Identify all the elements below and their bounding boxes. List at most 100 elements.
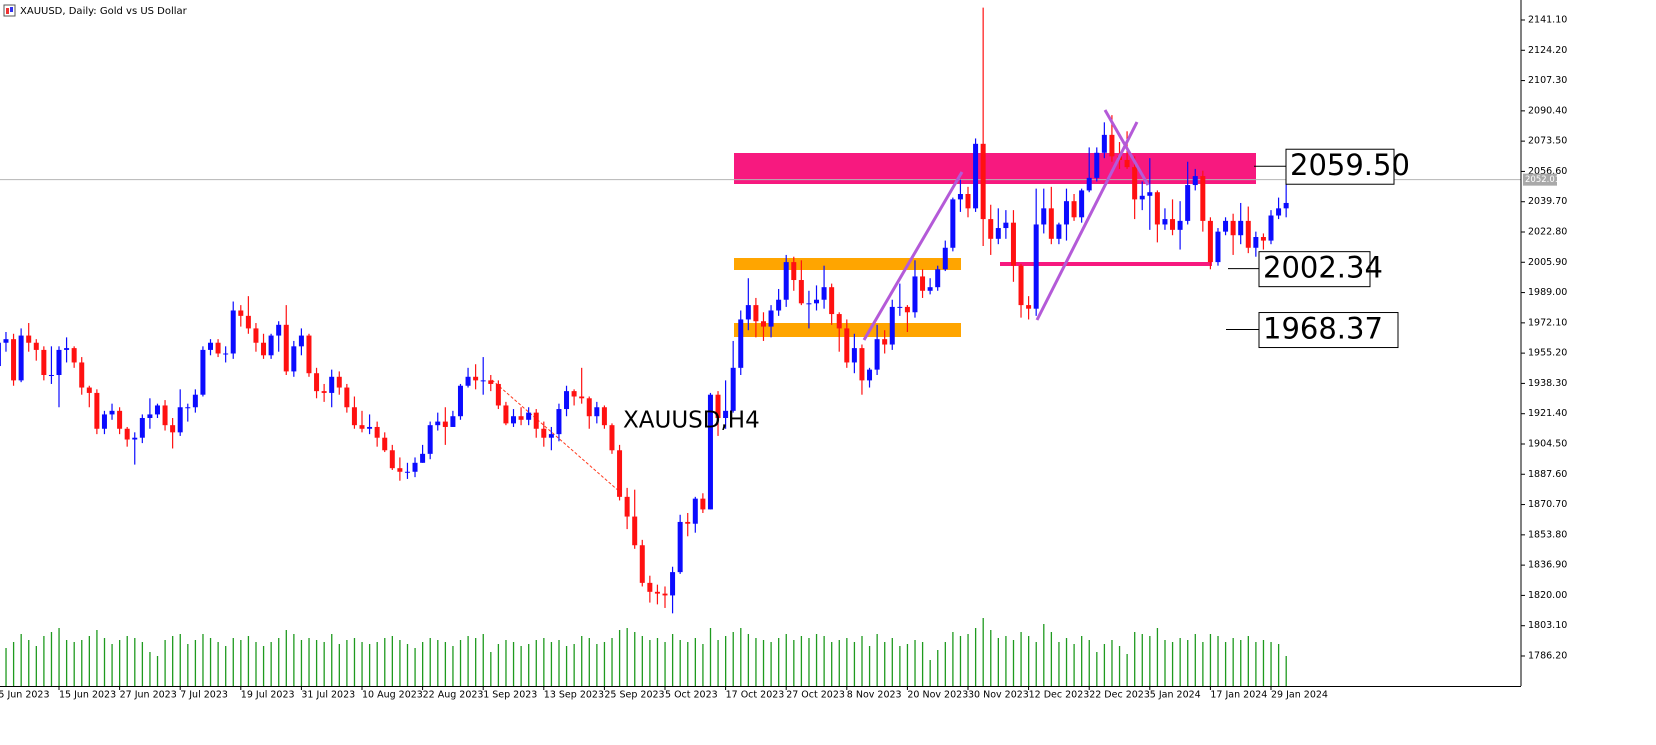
- volume-bar: [1035, 642, 1037, 686]
- volume-bar: [687, 642, 689, 686]
- x-tick-label: 17 Jan 2024: [1210, 690, 1267, 701]
- candle-body: [11, 339, 17, 381]
- volume-bar: [278, 638, 280, 686]
- candle-body: [707, 394, 713, 510]
- candle-body: [132, 437, 138, 440]
- plot-area: [0, 7, 1521, 686]
- candle-body: [367, 426, 373, 429]
- candle-body: [851, 348, 857, 363]
- candle-body: [1268, 215, 1274, 241]
- trend-line: [1103, 109, 1150, 186]
- level-label: 1968.37: [1263, 312, 1383, 346]
- candle-body: [374, 426, 380, 438]
- volume-bar: [391, 636, 393, 686]
- candle-body: [988, 219, 994, 239]
- volume-bar: [876, 634, 878, 686]
- x-tick-label: 17 Oct 2023: [726, 690, 785, 701]
- x-tick-label: 1 Sep 2023: [483, 690, 537, 701]
- volume-bar: [50, 632, 53, 686]
- candle-body: [94, 392, 100, 429]
- candle-body: [776, 299, 782, 311]
- candle-body: [344, 387, 350, 408]
- volume-bar: [1058, 642, 1060, 686]
- candle-body: [473, 376, 479, 381]
- volume-bar: [747, 634, 750, 686]
- y-tick-label: 1887.60: [1528, 469, 1567, 480]
- candle-body: [480, 380, 486, 382]
- volume-bar: [467, 636, 469, 686]
- candle-body: [723, 410, 729, 419]
- candle-body: [995, 228, 1001, 239]
- chart-icon: [6, 8, 9, 14]
- candle-body: [48, 374, 54, 376]
- candle-body: [359, 425, 365, 429]
- volume-bar: [1240, 640, 1242, 686]
- candle-body: [904, 306, 910, 313]
- volume-bar: [43, 636, 45, 686]
- candle-body: [518, 416, 524, 420]
- volume-bar: [1073, 644, 1075, 686]
- volume-bar: [497, 644, 500, 686]
- support-zone: [734, 258, 961, 270]
- volume-bar: [762, 640, 765, 686]
- volume-bar: [490, 652, 492, 686]
- volume-bar: [982, 618, 984, 686]
- x-tick-label: 22 Dec 2023: [1089, 690, 1150, 701]
- trend-line: [862, 171, 964, 341]
- level-label: 2002.34: [1263, 251, 1383, 285]
- y-tick-label: 1820.00: [1528, 590, 1567, 601]
- volume-bar: [353, 638, 356, 686]
- candle-body: [1162, 219, 1168, 225]
- volume-bar: [232, 638, 234, 686]
- volume-bar: [361, 642, 363, 686]
- volume-bar: [899, 646, 901, 686]
- volume-bar: [815, 634, 818, 686]
- candle-body: [457, 385, 463, 417]
- y-tick-label: 1904.50: [1528, 438, 1567, 449]
- volume-bar: [1270, 642, 1272, 686]
- candle-body: [185, 407, 191, 409]
- candle-body: [579, 396, 585, 399]
- y-tick-label: 1786.20: [1528, 650, 1567, 661]
- y-tick-label: 2141.10: [1528, 14, 1567, 25]
- volume-bar: [452, 646, 454, 686]
- volume-bar: [679, 640, 681, 686]
- candle-body: [147, 414, 153, 419]
- candle-body: [670, 572, 676, 596]
- candle-body: [1086, 177, 1092, 191]
- candle-body: [1276, 208, 1282, 216]
- candle-body: [1185, 185, 1191, 221]
- candle-body: [874, 339, 880, 370]
- candle-body: [783, 262, 789, 300]
- candle-body: [1207, 220, 1213, 263]
- volume-bar: [240, 640, 242, 686]
- volume-bar: [755, 638, 757, 686]
- volume-bar: [308, 638, 310, 686]
- volume-bar: [1262, 640, 1265, 686]
- volume-bar: [285, 630, 287, 686]
- volume-bar: [1134, 632, 1136, 686]
- volume-bar: [990, 630, 992, 686]
- candle-body: [1238, 220, 1244, 236]
- candle-body: [382, 437, 388, 451]
- y-tick-label: 1803.10: [1528, 620, 1567, 631]
- volume-bar: [300, 640, 303, 686]
- volume-bar: [732, 632, 734, 686]
- volume-bar: [573, 644, 575, 686]
- x-tick-label: 27 Jun 2023: [120, 690, 177, 701]
- volume-bar: [626, 628, 628, 686]
- volume-bar: [35, 646, 37, 686]
- volume-bar: [740, 628, 742, 686]
- volume-bar: [1088, 640, 1090, 686]
- candle-body: [859, 348, 865, 381]
- candle-body: [268, 335, 274, 356]
- candle-body: [1177, 220, 1183, 230]
- candle-body: [1139, 195, 1145, 200]
- dashed-line: [491, 379, 621, 493]
- volume-bar: [1065, 638, 1068, 686]
- volume-bar: [656, 638, 659, 686]
- x-tick-label: 12 Dec 2023: [1029, 690, 1090, 701]
- candle-body: [321, 391, 327, 393]
- candle-body: [177, 407, 183, 433]
- candle-body: [215, 342, 221, 354]
